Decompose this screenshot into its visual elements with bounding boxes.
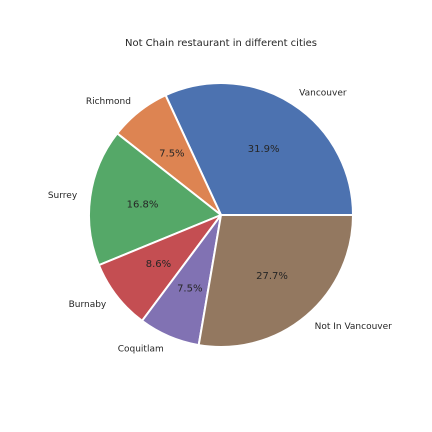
pct-label-richmond: 7.5% [159,148,184,159]
pct-label-vancouver: 31.9% [248,144,280,155]
pie-slice-vancouver [164,82,354,216]
slice-label-richmond: Richmond [86,97,131,107]
chart-title: Not Chain restaurant in different cities [125,38,317,49]
pie-slice-not-in-vancouver [197,214,354,348]
pct-label-not-in-vancouver: 27.7% [256,271,288,282]
pct-label-coquitlam: 7.5% [177,283,202,294]
slice-label-burnaby: Burnaby [69,300,107,310]
labels-layer: 31.9% Vancouver 7.5% Richmond 16.8% Surrey 8.6… [48,89,392,355]
pct-label-surrey: 16.8% [127,200,159,211]
pie-slice-surrey [88,132,222,267]
slice-label-vancouver: Vancouver [299,89,347,99]
slices-layer [88,82,354,348]
slice-label-coquitlam: Coquitlam [118,344,164,354]
slice-label-surrey: Surrey [48,191,78,201]
pct-label-burnaby: 8.6% [146,259,171,270]
slice-label-not-in-vancouver: Not In Vancouver [315,322,393,332]
